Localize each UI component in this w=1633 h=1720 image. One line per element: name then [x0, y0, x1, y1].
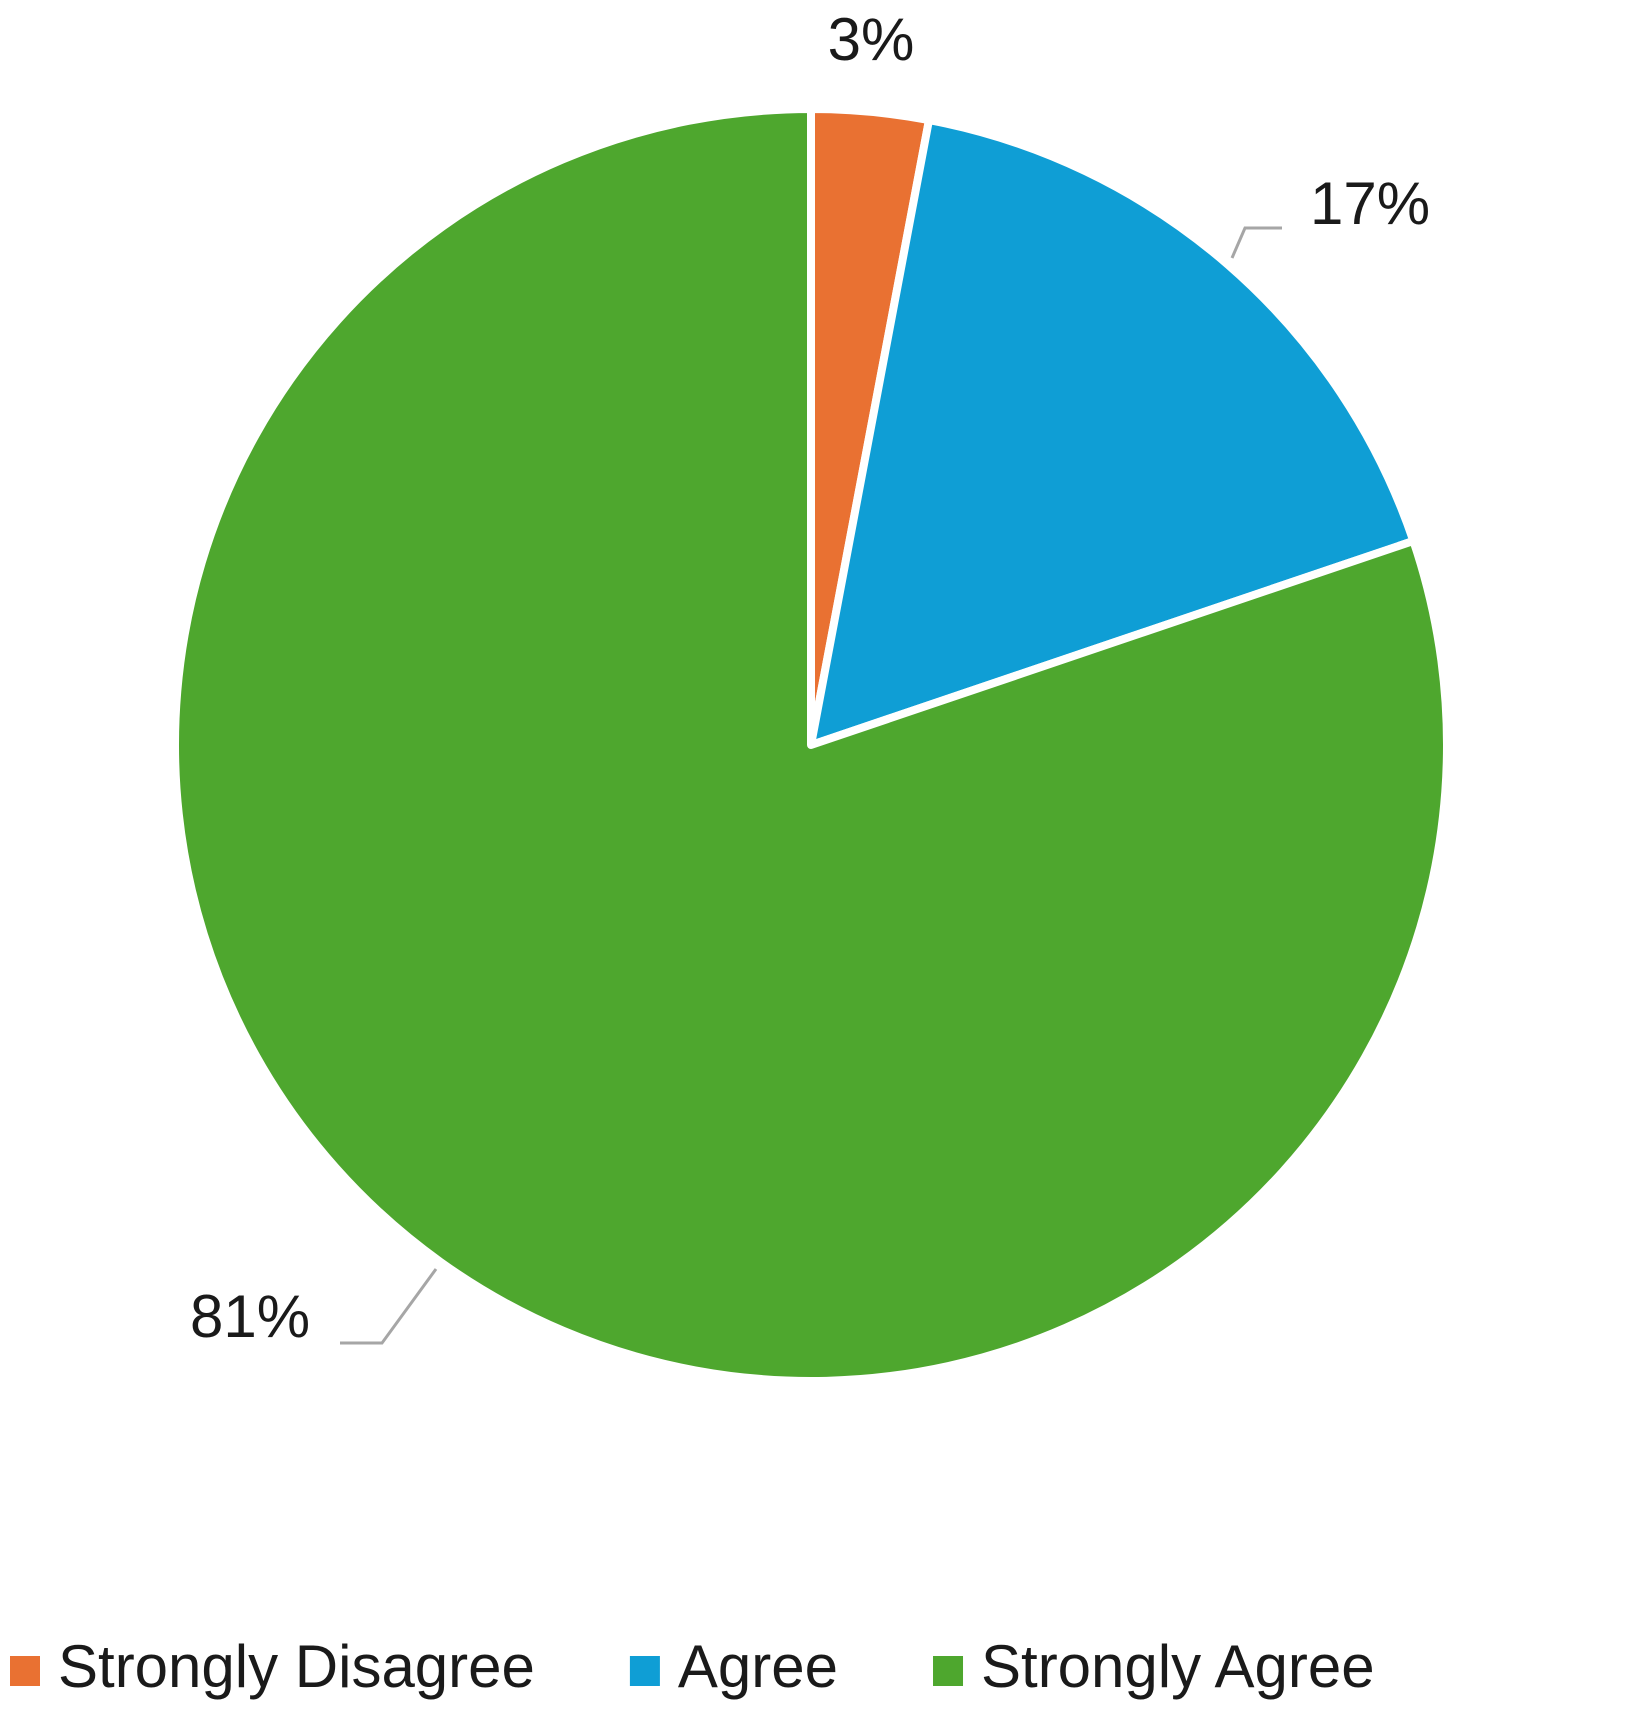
- data-label: 81%: [190, 1283, 310, 1350]
- legend-label: Strongly Disagree: [58, 1633, 535, 1700]
- legend-label: Agree: [678, 1633, 838, 1700]
- leader-line: [1230, 226, 1282, 259]
- legend-swatch: [10, 1656, 40, 1686]
- pie-slice: [171, 105, 1451, 1385]
- data-label: 17%: [1310, 170, 1430, 237]
- leader-line: [340, 1268, 438, 1345]
- legend-swatch: [629, 1656, 660, 1686]
- legend-swatch: [933, 1656, 964, 1686]
- legend-label: Strongly Agree: [981, 1633, 1375, 1700]
- data-label: 3%: [828, 6, 915, 73]
